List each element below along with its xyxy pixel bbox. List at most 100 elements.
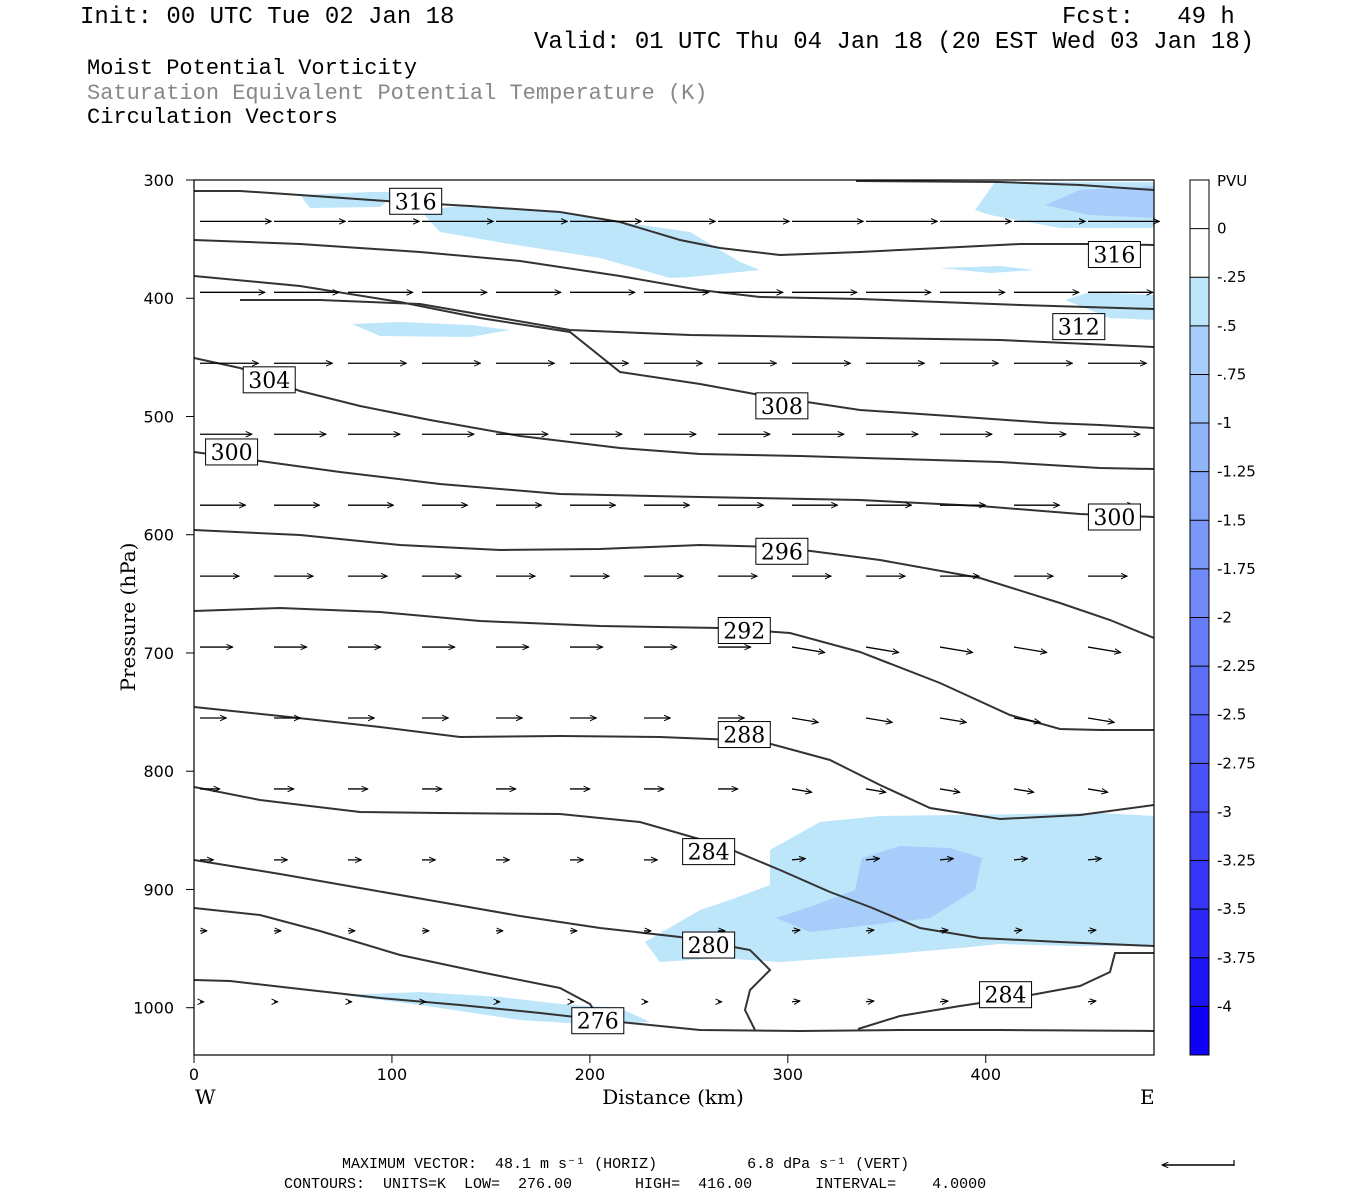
y-tick-label: 900 (143, 880, 174, 899)
colorbar-cell (1190, 520, 1209, 570)
colorbar-cell (1190, 957, 1209, 1007)
circulation-vector (939, 646, 973, 652)
contour-label-box (205, 438, 259, 466)
plot-frame (193, 179, 1155, 1056)
circulation-vector (865, 859, 879, 860)
contour-label-box (979, 981, 1033, 1009)
colorbar-tick-label: -2.5 (1217, 706, 1246, 724)
x-axis-label: Distance (km) (602, 1085, 744, 1109)
circulation-vector (939, 717, 966, 722)
contour-label-box (755, 392, 809, 420)
contour-line-292 (194, 606, 1154, 731)
contour-label-box (717, 721, 771, 749)
circulation-vector (1087, 717, 1114, 722)
contour-label-box (682, 838, 736, 866)
contour-label-box (1087, 240, 1141, 268)
colorbar-cell (1190, 568, 1209, 618)
colorbar-tick-label: -.75 (1217, 365, 1246, 383)
x-tick-label: 100 (377, 1065, 408, 1084)
y-tick-label: 400 (143, 289, 174, 308)
circulation-vector (1087, 930, 1096, 931)
contour-line-288 (194, 706, 1154, 821)
circulation-vector (865, 1001, 874, 1002)
reference-vector (1162, 1160, 1235, 1166)
circulation-vector (1087, 1001, 1096, 1002)
circulation-vector (791, 717, 818, 722)
colorbar-tick-label: -3 (1217, 803, 1232, 821)
contour-label: 284 (688, 841, 730, 866)
colorbar-tick-label: -1.25 (1217, 463, 1256, 481)
circulation-vector (939, 930, 948, 931)
colorbar-cell (1190, 471, 1209, 521)
contour-label-box (1087, 503, 1141, 531)
x-tick-label: 200 (575, 1065, 606, 1084)
colorbar-cell (1190, 666, 1209, 716)
max-vector-info: MAXIMUM VECTOR: 48.1 m s⁻¹ (HORIZ) 6.8 d… (342, 1156, 910, 1173)
circulation-vector (865, 930, 874, 931)
contour-label: 304 (248, 369, 290, 394)
contour-label-box (682, 931, 736, 959)
circulation-vector (1013, 646, 1047, 652)
contour-line-284 (194, 786, 1154, 947)
colorbar-cell (1190, 423, 1209, 473)
contour-label: 316 (1093, 243, 1135, 268)
contour-labels: 316 316 312 308 304 300 300 296 292 288 284 280 276 2… (205, 187, 1141, 1035)
circulation-vector (939, 859, 953, 860)
colorbar-cell (1190, 228, 1209, 278)
circulation-vector (1013, 930, 1022, 931)
contour-label-box (1052, 313, 1106, 341)
x-end-label-east: E (1140, 1085, 1155, 1109)
x-axis: 0 100 200 300 400 (189, 1055, 1001, 1084)
circulation-vector (791, 859, 805, 860)
valid-time: Valid: 01 UTC Thu 04 Jan 18 (20 EST Wed … (534, 29, 1255, 56)
circulation-vector (1013, 717, 1040, 722)
y-tick-label: 500 (143, 407, 174, 426)
contour-label: 300 (1093, 506, 1135, 531)
contour-line-316a (194, 190, 1154, 257)
colorbar-cell (1190, 763, 1209, 813)
y-tick-label: 800 (143, 762, 174, 781)
contour-line-316b (855, 180, 1154, 191)
x-tick-label: 300 (773, 1065, 804, 1084)
y-tick-label: 600 (143, 526, 174, 545)
circulation-vector (791, 1001, 800, 1002)
circulation-vector (1087, 789, 1108, 792)
colorbar-cell (1190, 860, 1209, 910)
y-tick-label: 1000 (133, 999, 174, 1018)
contour-label: 312 (1058, 316, 1100, 341)
circulation-vector (865, 646, 899, 652)
colorbar-tick-label: -2.25 (1217, 657, 1256, 675)
contour-line-312 (194, 275, 1154, 429)
y-axis-label: Pressure (hPa) (116, 543, 140, 692)
contour-label-box (755, 537, 809, 565)
contour-label-box (717, 617, 771, 645)
field-title-mpv: Moist Potential Vorticity (87, 56, 418, 81)
colorbar-title: PVU (1217, 172, 1247, 190)
circulation-vector (1013, 789, 1034, 792)
colorbar-cell (1190, 277, 1209, 327)
contour-label: 308 (761, 395, 803, 420)
colorbar-cell (1190, 811, 1209, 862)
colorbar-cell (1190, 1006, 1209, 1056)
contour-label: 300 (211, 441, 253, 466)
colorbar-tick-label: -3.75 (1217, 949, 1256, 967)
contour-label: 292 (723, 620, 765, 645)
colorbar-cell (1190, 180, 1209, 230)
colorbar-tick-label: -2 (1217, 609, 1232, 627)
x-end-label-west: W (195, 1085, 216, 1109)
colorbar-tick-label: -2.75 (1217, 754, 1256, 772)
forecast-hour: Fcst: 49 h (1062, 4, 1235, 31)
contour-info: CONTOURS: UNITS=K LOW= 276.00 HIGH= 416.… (284, 1176, 987, 1193)
colorbar-tick-label: 0 (1217, 220, 1227, 238)
colorbar-tick-label: -1.5 (1217, 511, 1246, 529)
contour-line-284-right (857, 952, 1154, 1030)
colorbar-cell (1190, 714, 1209, 764)
pv-area-mid-left (352, 322, 510, 337)
colorbar-tick-label: -3.25 (1217, 852, 1256, 870)
colorbar-cell (1190, 374, 1209, 424)
circulation-vector (1013, 859, 1027, 860)
contour-line-308 (240, 299, 1154, 348)
contour-line-304 (194, 357, 1154, 470)
colorbar-tick-label: -1.75 (1217, 560, 1256, 578)
y-tick-label: 700 (143, 644, 174, 663)
